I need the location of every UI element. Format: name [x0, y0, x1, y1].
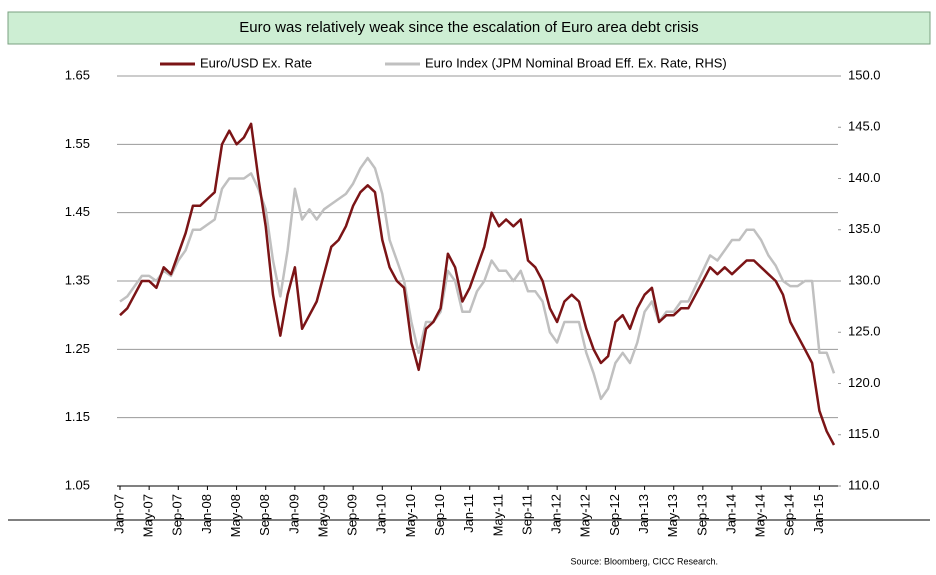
x-tick-label: Jan-07: [111, 494, 126, 534]
y-tick-label: 1.55: [65, 136, 90, 151]
y2-tick-label: 120.0: [848, 375, 881, 390]
x-tick-label: May-11: [490, 494, 505, 536]
source: Source: Bloomberg, CICC Research.: [570, 556, 718, 566]
y-tick-label: 1.15: [65, 409, 90, 424]
x-tick-label: Sep-09: [345, 494, 360, 536]
x-tick-label: May-14: [753, 494, 768, 537]
x-tick-label: Jan-08: [199, 494, 214, 534]
y2-tick-label: 125.0: [848, 324, 881, 339]
x-tick-label: Sep-11: [519, 494, 534, 535]
title-banner: [7, 11, 931, 45]
y2-tick-label: 130.0: [848, 272, 881, 287]
x-tick-label: Jan-12: [549, 494, 564, 534]
x-tick-label: Sep-14: [782, 494, 797, 536]
x-tick-label: Sep-13: [694, 494, 709, 536]
series-line: [119, 122, 836, 446]
y2-tick-label: 150.0: [848, 67, 881, 82]
x-tick-label: May-07: [141, 494, 156, 537]
x-tick-label: May-08: [228, 494, 243, 537]
x-tick-label: May-12: [578, 494, 593, 537]
x-tick-label: May-09: [315, 494, 330, 537]
y-tick-label: 1.65: [65, 67, 90, 82]
y2-tick-label: 115.0: [848, 426, 880, 441]
x-tick-label: Sep-10: [432, 494, 447, 536]
series-line: [119, 156, 836, 401]
x-tick-label: May-10: [403, 494, 418, 537]
y2-tick-label: 145.0: [848, 119, 881, 134]
x-tick-label: Jan-13: [636, 494, 651, 534]
x-tick-label: Sep-08: [257, 494, 272, 536]
y-tick-label: 1.25: [65, 341, 90, 356]
x-tick-label: May-13: [665, 494, 680, 537]
y2-tick-label: 110.0: [848, 477, 880, 492]
x-tick-label: Jan-11: [461, 494, 476, 533]
y-tick-label: 1.05: [65, 477, 90, 492]
y2-tick-label: 135.0: [848, 221, 881, 236]
x-tick-label: Sep-12: [607, 494, 622, 536]
x-tick-label: Jan-09: [286, 494, 301, 534]
x-tick-label: Jan-10: [374, 494, 389, 534]
y2-tick-label: 140.0: [848, 170, 881, 185]
chart-title: Euro was relatively weak since the escal…: [239, 19, 698, 36]
y-tick-label: 1.45: [65, 204, 90, 219]
legend-label: Euro Index (JPM Nominal Broad Eff. Ex. R…: [425, 55, 727, 70]
x-tick-label: Jan-15: [811, 494, 826, 534]
x-tick-label: Jan-14: [723, 494, 738, 534]
y-tick-label: 1.35: [65, 272, 90, 287]
legend-label: Euro/USD Ex. Rate: [200, 55, 312, 70]
x-tick-label: Sep-07: [170, 494, 185, 536]
